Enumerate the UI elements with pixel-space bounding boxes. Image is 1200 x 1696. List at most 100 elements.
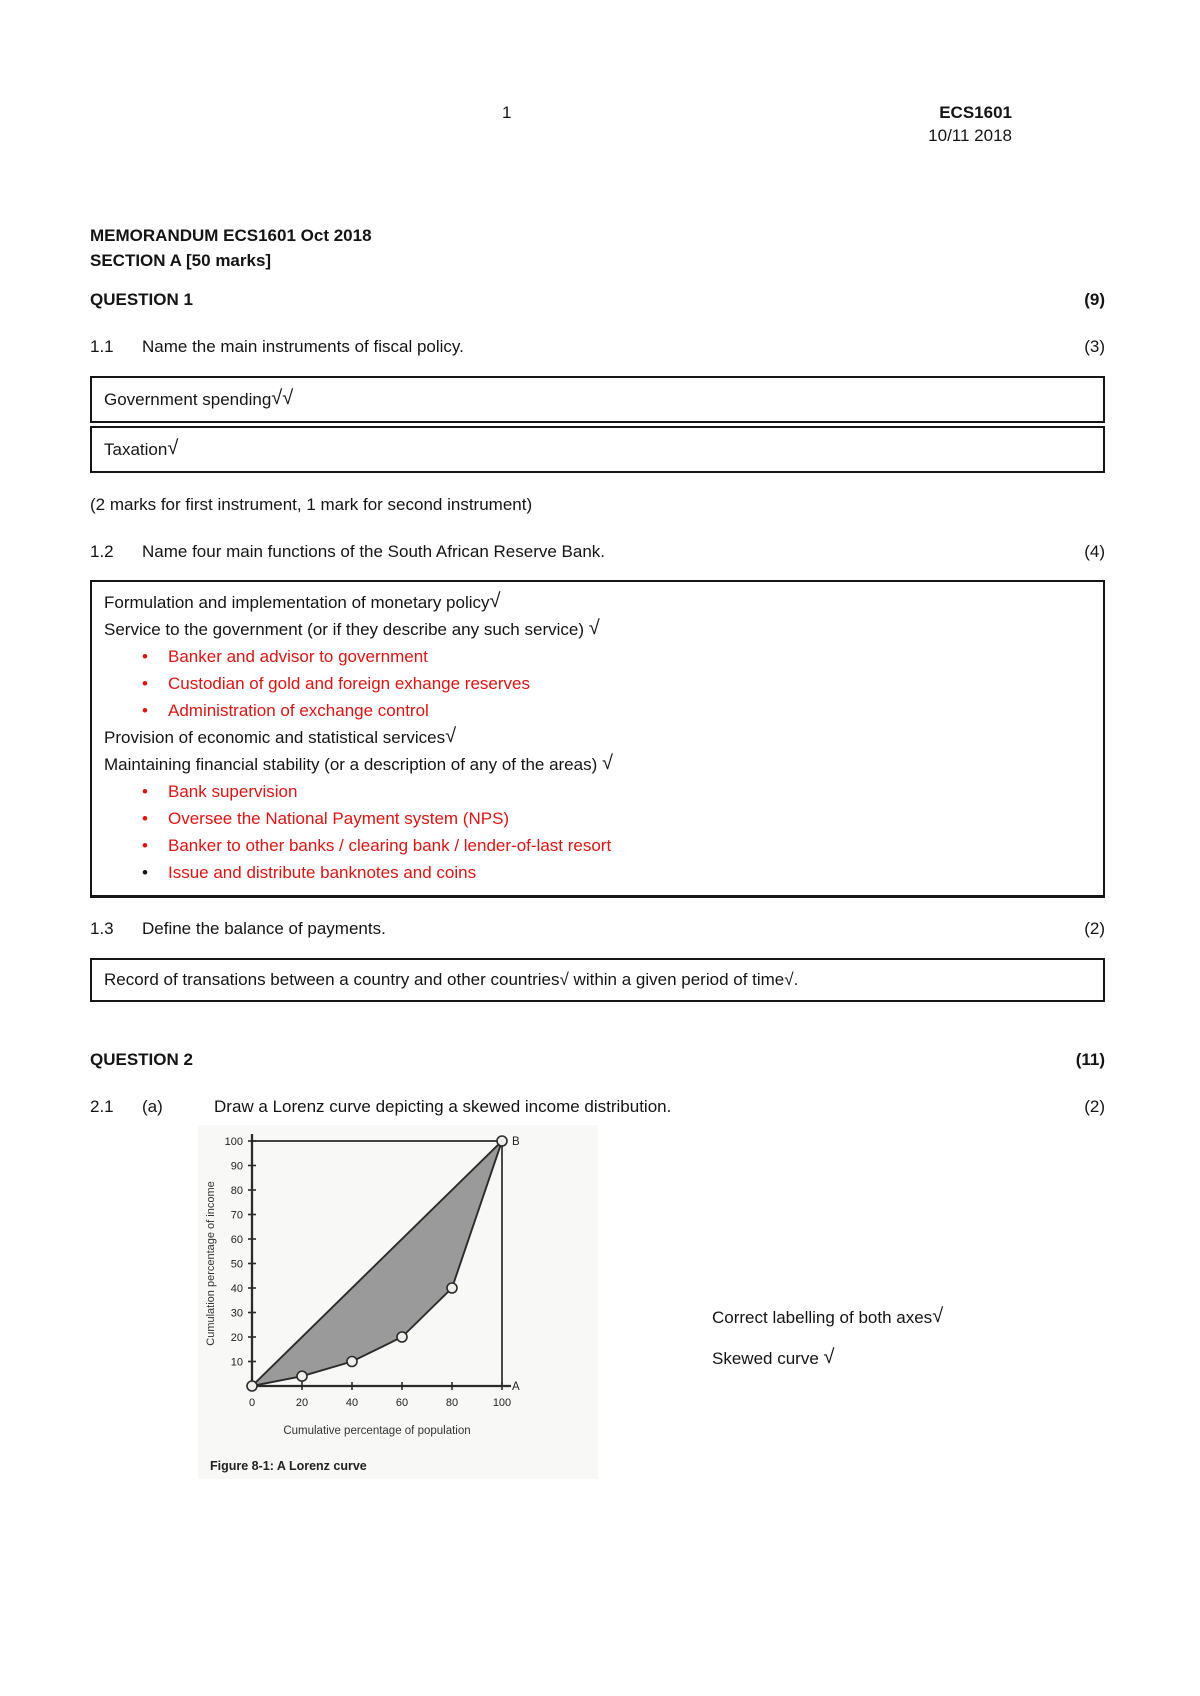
data-point-marker [296,1370,308,1382]
question-1-1: 1.1 Name the main instruments of fiscal … [90,337,1105,357]
answer-box-government-spending: Government spending√√ [90,375,1105,423]
question-2-marks: (11) [1075,1049,1105,1069]
bullet-text: Custodian of gold and foreign exhange re… [168,673,530,693]
x-tick-label: 80 [446,1397,458,1409]
question-marks: (4) [1084,541,1105,561]
answer-text: Government spending [104,389,272,409]
y-tick-label: 100 [225,1136,243,1148]
question-1-2: 1.2 Name four main functions of the Sout… [90,542,1105,562]
annotation-text: Correct labelling of both axes [712,1307,933,1327]
x-tick-label: 40 [346,1397,358,1409]
annotation-text: Skewed curve [712,1348,824,1368]
lorenz-curve-line [251,1140,503,1387]
checkmark: √√ [271,386,294,409]
bullet-icon: • [142,808,148,828]
data-point-marker [346,1355,358,1368]
question-subletter: (a) [142,1096,163,1116]
x-tick-label: 0 [249,1397,255,1409]
bullet-item: • Issue and distribute banknotes and coin… [104,859,1091,886]
point-label-A: A [512,1381,520,1393]
bullet-item: • Oversee the National Payment system (NP… [104,805,1091,832]
title-line-1: MEMORANDUM ECS1601 Oct 2018 [90,226,372,245]
header-right: ECS1601 10/11 2018 [928,101,1012,148]
y-tick-label: 70 [231,1209,243,1221]
question-2-label: QUESTION 2 [90,1049,193,1069]
question-marks: (2) [1084,918,1105,938]
bullet-text: Issue and distribute banknotes and coins [168,862,477,882]
answer-line: Service to the government (or if they de… [104,616,1091,643]
question-2-1a: 2.1 (a) Draw a Lorenz curve depicting a … [90,1097,1105,1117]
y-tick-label: 50 [231,1258,243,1270]
checkmark: √ [601,751,613,774]
question-text: Draw a Lorenz curve depicting a skewed i… [214,1096,672,1116]
y-tick-label: 10 [231,1356,243,1368]
question-text: Name four main functions of the South Af… [142,541,606,561]
question-text: Name the main instruments of fiscal poli… [142,336,464,356]
question-marks: (3) [1084,336,1105,356]
answer-text: Service to the government (or if they de… [104,619,589,639]
bullet-item: • Banker and advisor to government [104,643,1091,670]
bullet-text: Bank supervision [168,781,298,801]
lorenz-curve-figure: 10 20 30 40 50 60 70 80 90 100 0 20 40 60 80 100 B A Cumul… [198,1124,598,1479]
question-text: Define the balance of payments. [142,918,386,938]
question-number: 1.2 [90,541,114,561]
bullet-text: Administration of exchange control [168,700,429,720]
bullet-icon: • [142,835,148,855]
question-2-heading: QUESTION 2 (11) [90,1050,1105,1070]
answer-box-balance-of-payments: Record of transations between a country … [90,957,1105,1002]
bullet-item: • Banker to other banks / clearing bank /… [104,832,1091,859]
figure-caption: Figure 8-1: A Lorenz curve [210,1458,367,1473]
y-tick-label: 60 [231,1234,243,1246]
course-code: ECS1601 [939,103,1012,122]
answer-text: Record of transations between a country … [104,969,799,989]
question-1-marks: (9) [1084,289,1105,309]
y-tick-label: 20 [231,1332,243,1344]
bullet-text: Banker to other banks / clearing bank / … [168,835,612,855]
x-tick-label: 60 [396,1397,408,1409]
bullet-icon: • [142,781,148,801]
answer-box-taxation: Taxation√ [90,425,1105,473]
y-axis-label: Cumulation percentage of income [205,1181,217,1345]
x-axis-label: Cumulative percentage of population [283,1425,470,1437]
bullet-icon: • [142,646,148,666]
question-1-label: QUESTION 1 [90,289,193,309]
annotation-line: Correct labelling of both axes√ [712,1297,943,1338]
bullet-icon: • [142,673,148,693]
bullet-item: • Custodian of gold and foreign exhange r… [104,670,1091,697]
bullet-item: • Administration of exchange control [104,697,1091,724]
data-point-marker [446,1282,458,1294]
checkmark: √ [932,1304,944,1327]
document-title: MEMORANDUM ECS1601 Oct 2018 SECTION A [5… [90,0,1105,274]
question-number: 1.1 [90,336,114,356]
title-line-2: SECTION A [50 marks] [90,250,272,270]
y-tick-label: 80 [231,1185,243,1197]
data-point-marker [246,1380,258,1392]
y-tick-label: 40 [231,1283,243,1295]
x-tick-label: 100 [493,1397,511,1409]
bullet-text: Banker and advisor to government [168,646,428,666]
exam-date: 10/11 2018 [928,126,1012,146]
data-point-marker [496,1135,508,1147]
bullet-text: Oversee the National Payment system (NPS… [168,808,510,828]
annotation-line: Skewed curve √ [712,1338,943,1379]
answer-text: Provision of economic and statistical se… [104,727,446,747]
answer-text: Formulation and implementation of moneta… [104,592,490,612]
question-marks: (2) [1084,1096,1105,1116]
line-of-equality [251,1140,503,1387]
data-point-marker [396,1331,408,1343]
bullet-item: • Bank supervision [104,778,1091,805]
question-number: 2.1 [90,1096,114,1116]
marking-note: (2 marks for first instrument, 1 mark fo… [90,494,533,514]
page-number: 1 [502,103,512,122]
question-1-heading: QUESTION 1 (9) [90,290,1105,310]
y-tick-label: 90 [231,1160,243,1172]
lorenz-chart: 10 20 30 40 50 60 70 80 90 100 0 20 40 60 80 100 B A Cumul… [200,1127,594,1447]
figure-row: 10 20 30 40 50 60 70 80 90 100 0 20 40 60 80 100 B A Cumul… [90,1124,1105,1515]
x-tick-label: 20 [296,1397,308,1409]
answer-text: Maintaining financial stability (or a de… [104,754,602,774]
lorenz-chart-svg: 10 20 30 40 50 60 70 80 90 100 0 20 40 60 80 100 B A Cumul… [205,1133,520,1437]
point-label-B: B [512,1136,520,1148]
checkmark: √ [489,589,501,612]
q12-answer-box: Formulation and implementation of moneta… [90,579,1105,898]
